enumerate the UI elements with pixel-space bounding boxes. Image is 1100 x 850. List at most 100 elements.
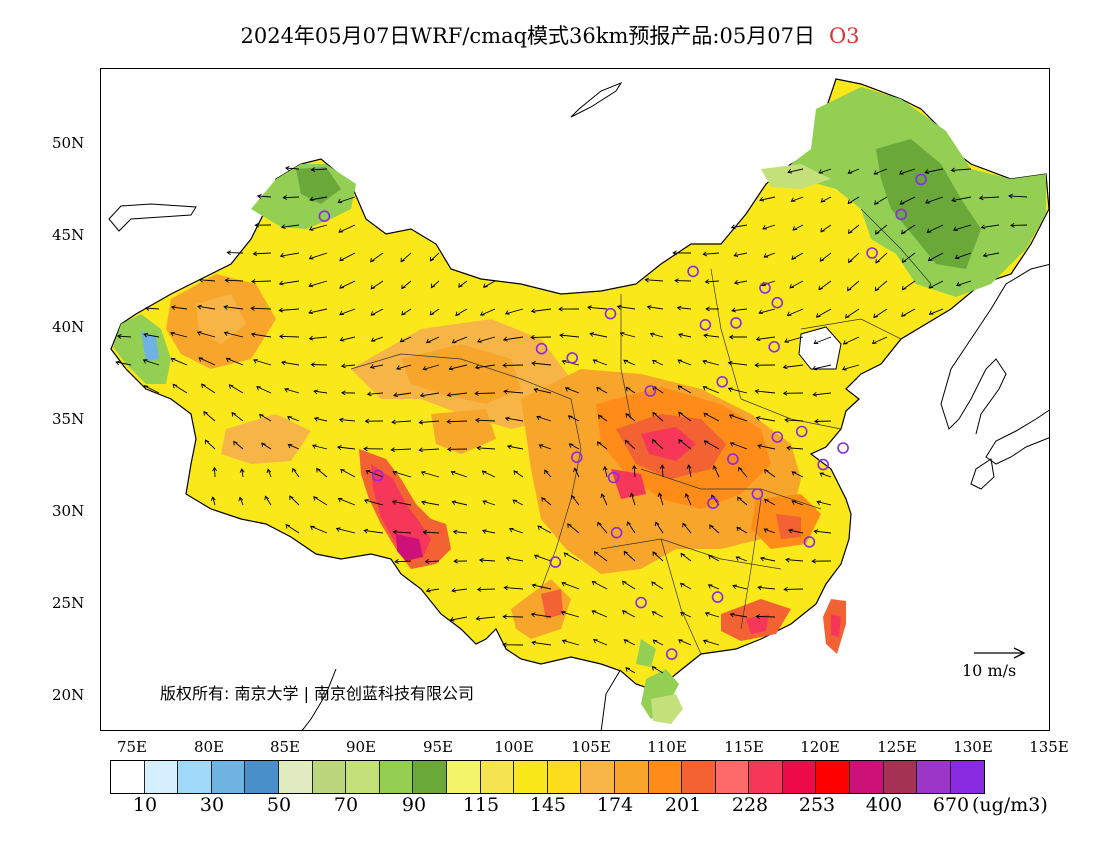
wind-arrow-head (169, 331, 175, 337)
wind-arrow-head (873, 170, 879, 175)
wind-arrow (171, 357, 188, 366)
wind-arrow-head (252, 251, 258, 257)
wind-arrow-head (1008, 193, 1013, 199)
wind-arrow (787, 308, 804, 316)
wind-arrow-head (978, 195, 984, 201)
lat-label: 35N (52, 410, 85, 428)
wind-arrow (847, 280, 860, 292)
lon-label: 130E (953, 738, 993, 756)
wind-arrow (251, 307, 272, 310)
wind-arrow (419, 420, 440, 424)
wind-arrow-head (791, 500, 797, 505)
wind-arrow-head (225, 357, 231, 363)
city-marker (759, 282, 771, 294)
wind-arrow-head (657, 492, 663, 498)
wind-arrow (534, 388, 552, 394)
wind-arrow-head (898, 170, 904, 175)
wind-arrow (979, 196, 1000, 199)
wind-arrow (901, 308, 916, 317)
wind-arrow (625, 439, 636, 450)
wind-arrow-head (980, 224, 986, 230)
wind-arrow-head (210, 496, 216, 501)
wind-arrow-head (787, 528, 793, 534)
wind-arrow (289, 495, 300, 506)
wind-arrow-head (755, 336, 761, 342)
wind-arrow (788, 168, 804, 173)
city-marker (837, 442, 849, 454)
wind-arrow (400, 336, 412, 343)
city-marker (711, 591, 724, 603)
colorbar-swatch (547, 761, 582, 793)
wind-arrow (426, 588, 440, 592)
colorbar-label: 174 (596, 794, 634, 816)
wind-arrow-head (506, 444, 512, 450)
wind-arrow-head (559, 333, 564, 338)
wind-arrow (507, 445, 524, 450)
wind-arrow (425, 560, 440, 563)
wind-arrow-head (813, 529, 819, 535)
wind-arrow-head (313, 496, 318, 501)
wind-arrow (172, 384, 188, 394)
wind-arrow (281, 224, 300, 228)
wind-arrow-head (758, 309, 764, 315)
wind-arrow (537, 525, 552, 534)
wind-arrow-head (226, 250, 232, 256)
wind-arrow (843, 336, 860, 345)
wind-arrow (564, 552, 580, 562)
city-marker (795, 425, 808, 438)
colorbar-swatch (312, 761, 347, 793)
wind-arrow-head (340, 468, 345, 474)
wind-arrow (198, 357, 216, 366)
wind-arrow (279, 308, 300, 311)
wind-arrow (983, 252, 1000, 257)
wind-arrow (574, 467, 580, 478)
wind-arrow-head (678, 438, 683, 444)
wind-arrow (447, 392, 468, 396)
wind-arrow-head (732, 584, 738, 590)
wind-arrow (818, 168, 832, 174)
wind-arrow-head (223, 331, 229, 336)
colorbar-swatch (648, 761, 683, 793)
wind-arrow-head (143, 385, 149, 390)
neighbor-coastlines (108, 81, 1049, 730)
wind-arrow-head (401, 310, 406, 316)
wind-arrow-head (763, 528, 769, 533)
wind-arrow-head (115, 360, 121, 366)
wind-arrow (596, 387, 608, 394)
wind-arrow-head (238, 496, 244, 502)
wind-arrow-head (629, 492, 635, 498)
wind-arrow-head (677, 359, 683, 364)
wind-arrow (703, 334, 720, 338)
wind-arrow-head (503, 389, 508, 395)
wind-arrow-head (429, 310, 435, 316)
wind-arrow-head (482, 500, 488, 505)
colorbar-swatch (144, 761, 179, 793)
wind-arrow-head (335, 527, 341, 532)
wind-arrow (283, 196, 300, 199)
wind-arrow (590, 333, 608, 338)
wind-arrow-head (512, 499, 518, 504)
wind-arrow (842, 364, 860, 371)
wind-arrow-head (737, 496, 742, 502)
wind-arrow-head (593, 551, 599, 556)
wind-arrow-head (504, 310, 510, 315)
wind-arrow (594, 551, 608, 562)
wind-arrow-head (336, 445, 342, 451)
wind-arrow-head (453, 558, 458, 564)
wind-arrow (452, 588, 468, 592)
wind-arrow-head (142, 359, 148, 364)
wind-arrow-head (339, 284, 345, 289)
colorbar-swatch (782, 761, 817, 793)
wind-arrow-head (616, 304, 622, 310)
wind-arrow-head (503, 585, 509, 591)
wind-arrow-head (541, 497, 546, 502)
wind-arrow (364, 499, 384, 506)
colorbar-swatch (211, 761, 246, 793)
wind-arrow (786, 447, 804, 450)
wind-arrow (737, 496, 748, 506)
wind-arrow-head (674, 278, 679, 284)
wind-arrow (678, 639, 692, 646)
wind-arrow-head (702, 251, 708, 257)
wind-arrow-head (544, 469, 549, 475)
wind-arrow (875, 252, 888, 264)
